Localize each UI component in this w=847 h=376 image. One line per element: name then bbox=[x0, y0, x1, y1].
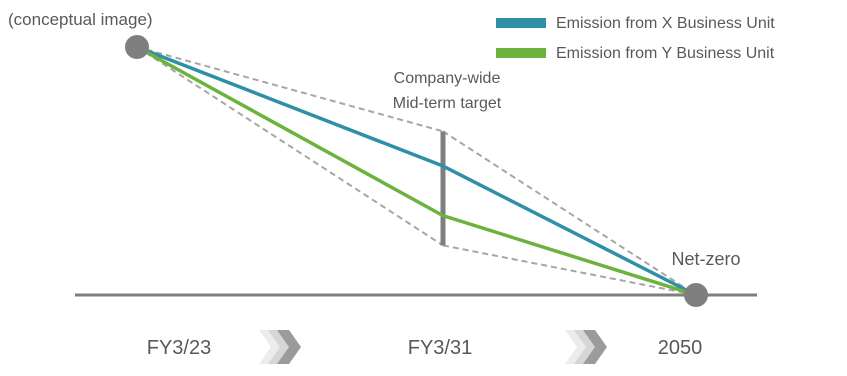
chevron-icon-1-c bbox=[277, 330, 301, 364]
net-zero-label: Net-zero bbox=[671, 249, 740, 269]
dashed-lower-left bbox=[136, 46, 444, 247]
legend-swatch-x bbox=[496, 18, 546, 28]
dashed-upper-left bbox=[136, 46, 444, 133]
legend-label-y: Emission from Y Business Unit bbox=[556, 45, 775, 62]
legend: Emission from X Business Unit Emission f… bbox=[496, 15, 775, 62]
dashed-envelope bbox=[136, 46, 697, 296]
target-label-line1: Company-wide bbox=[394, 70, 501, 87]
net-zero-point bbox=[684, 283, 708, 307]
timeline-chevrons bbox=[259, 330, 607, 364]
x-tick-label-fy3-23: FY3/23 bbox=[147, 337, 211, 359]
anchor-points bbox=[125, 35, 708, 307]
series-line-y bbox=[136, 45, 697, 297]
start-point bbox=[125, 35, 149, 59]
x-tick-label-fy3-31: FY3/31 bbox=[408, 337, 472, 359]
x-tick-label-2050: 2050 bbox=[658, 337, 703, 359]
chart-caption: (conceptual image) bbox=[8, 10, 153, 29]
legend-swatch-y bbox=[496, 48, 546, 58]
target-label-line2: Mid-term target bbox=[393, 95, 502, 112]
chevron-icon-2-c bbox=[583, 330, 607, 364]
legend-label-x: Emission from X Business Unit bbox=[556, 15, 775, 32]
dashed-upper-right bbox=[442, 130, 697, 296]
dashed-lower-right bbox=[442, 244, 697, 296]
series-lines bbox=[136, 45, 697, 297]
series-line-x bbox=[136, 45, 697, 297]
